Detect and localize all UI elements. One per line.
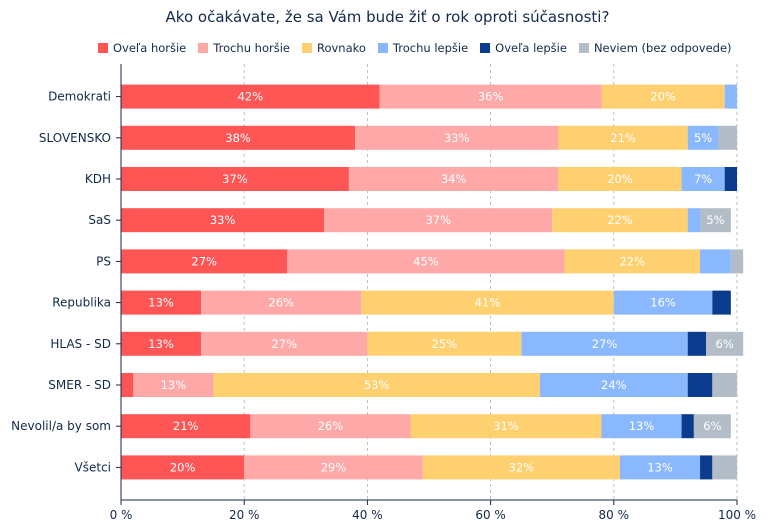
data-label: 22% [607,213,633,227]
bar-segment [121,373,133,397]
data-label: 24% [601,378,627,392]
bar-segment [712,373,737,397]
bar-segment [725,167,737,191]
data-label: 7% [694,172,712,186]
x-tick-label: 60 % [475,508,506,522]
category-label: SLOVENSKO [39,131,111,145]
data-label: 27% [271,337,297,351]
data-label: 13% [629,419,655,433]
bar-segment [688,373,713,397]
data-label: 45% [413,254,439,268]
data-label: 25% [432,337,458,351]
x-tick-label: 40 % [352,508,383,522]
data-label: 6% [716,337,734,351]
data-label: 27% [191,254,217,268]
category-label: KDH [85,172,111,186]
data-label: 37% [425,213,451,227]
data-label: 13% [148,337,174,351]
data-label: 34% [441,172,467,186]
bar-segment [712,455,737,479]
chart: Ako očakávate, že sa Vám bude žiť o rok … [0,0,775,530]
data-label: 41% [475,296,501,310]
category-label: Nevolil/a by som [11,419,111,433]
bar-segment [700,455,712,479]
category-label: HLAS - SD [50,337,111,351]
data-label: 29% [321,460,347,474]
data-label: 13% [148,296,174,310]
data-label: 20% [607,172,633,186]
data-label: 22% [619,254,645,268]
bar-segment [688,208,700,232]
data-label: 16% [650,296,676,310]
bar-segment [719,126,737,150]
data-label: 42% [238,90,264,104]
bar-segment [731,249,743,273]
data-label: 21% [610,131,636,145]
bar-segment [725,85,737,109]
data-label: 37% [222,172,248,186]
category-label: SaS [88,213,111,227]
data-label: 20% [650,90,676,104]
data-label: 33% [210,213,236,227]
category-label: Demokrati [48,90,111,104]
data-label: 31% [493,419,519,433]
category-label: Všetci [75,460,111,474]
bar-segment [688,332,706,356]
bar-segment [682,414,694,438]
data-label: 33% [444,131,470,145]
data-label: 38% [225,131,251,145]
data-label: 13% [161,378,187,392]
category-label: SMER - SD [48,378,111,392]
data-label: 36% [478,90,504,104]
category-label: PS [96,254,111,268]
category-label: Republika [52,296,111,310]
data-label: 32% [509,460,535,474]
data-label: 27% [592,337,618,351]
x-tick-label: 0 % [110,508,133,522]
data-label: 53% [364,378,390,392]
x-tick-label: 80 % [599,508,630,522]
data-label: 6% [703,419,721,433]
plot-area: 0 % 20 % 40 % 60 % 80 % 100 % Demokrati 42% 36% 2… [0,0,775,530]
x-tick-label: 100 % [718,508,756,522]
data-label: 13% [647,460,673,474]
x-tick-label: 20 % [229,508,260,522]
bar-segment [712,291,730,315]
data-label: 5% [706,213,724,227]
data-label: 20% [170,460,196,474]
data-label: 26% [318,419,344,433]
data-label: 26% [268,296,294,310]
bar-segment [700,249,731,273]
data-label: 21% [173,419,199,433]
data-label: 5% [694,131,712,145]
